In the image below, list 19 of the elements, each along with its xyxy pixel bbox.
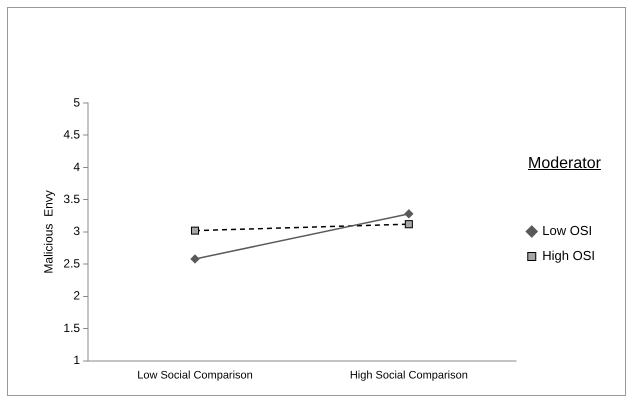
y-tick-label: 4 — [73, 160, 80, 174]
y-tick-label: 4.5 — [63, 128, 80, 142]
y-tick-label: 2 — [73, 288, 80, 303]
point — [190, 254, 200, 264]
y-axis-title: Malicious Envy — [42, 190, 56, 274]
x-tick-label: Low Social Comparison — [137, 369, 253, 382]
y-tick-label: 2.5 — [63, 256, 80, 270]
y-tick-label: 5 — [73, 95, 80, 110]
y-tick-label: 1 — [73, 353, 80, 368]
point — [404, 209, 414, 218]
legend-title: Moderator — [528, 155, 601, 173]
point — [404, 220, 413, 228]
y-tick-label: 3 — [73, 224, 80, 238]
point — [190, 226, 200, 235]
y-tick-label: 3.5 — [63, 192, 80, 206]
y-tick-label: 1.5 — [63, 320, 80, 335]
legend-label: High OSI — [542, 248, 596, 264]
legend-label: Low OSI — [542, 223, 592, 238]
x-tick-label: High Social Comparison — [350, 369, 468, 382]
